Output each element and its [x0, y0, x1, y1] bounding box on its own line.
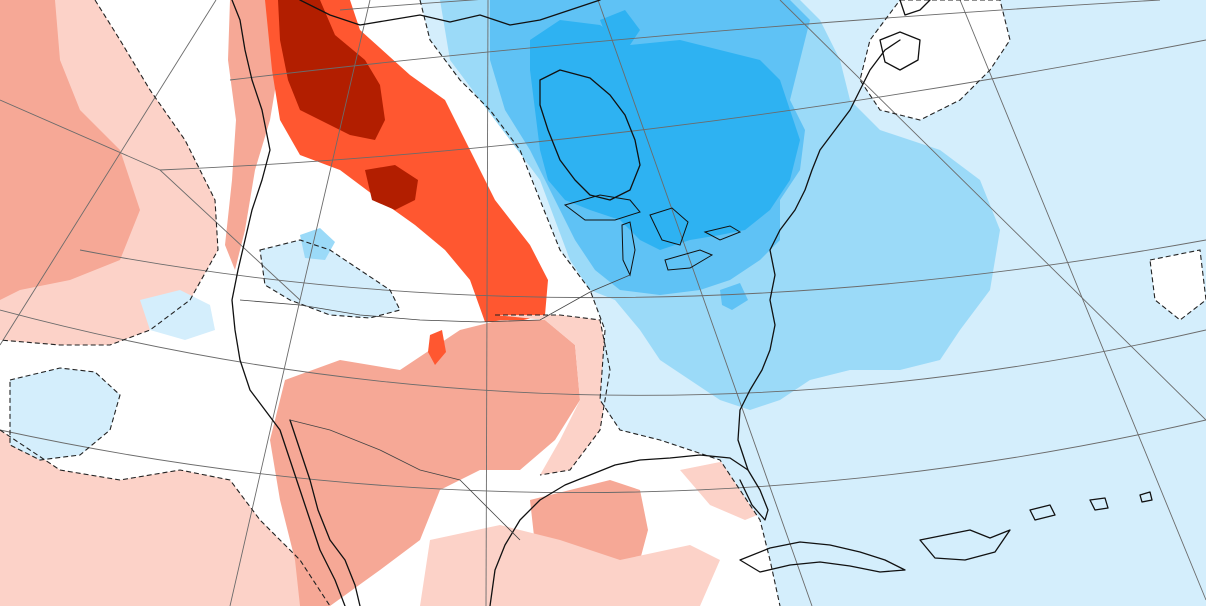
caribbean-islands	[1029, 491, 1153, 521]
pacific-warm-low-region-south	[0, 430, 330, 606]
hispaniola-coastline	[919, 529, 1011, 561]
west-coastline	[231, 0, 346, 606]
mexico-warm-low-region	[420, 525, 720, 606]
zero-contour	[1149, 249, 1206, 321]
graticule-meridian	[0, 0, 217, 346]
lake-michigan	[621, 221, 636, 277]
zero-contour	[0, 429, 331, 606]
lake-huron	[649, 207, 689, 246]
graticule-meridian	[485, 0, 489, 606]
graticule-parallel	[79, 239, 1206, 299]
pacific-cool-pocket	[10, 368, 120, 460]
zero-contour	[495, 314, 611, 476]
zero-contour	[0, 0, 219, 346]
zero-contour	[9, 367, 121, 461]
lake-ontario	[703, 225, 742, 241]
canada-warm-strong-region	[278, 0, 385, 140]
us-mexico-border	[289, 419, 521, 541]
east-coastline	[737, 39, 901, 471]
graticule-meridian	[0, 99, 301, 301]
baja-coastline	[289, 419, 361, 606]
pacific-warm-mid-region	[0, 0, 140, 300]
zero-contour	[859, 0, 1011, 121]
southwest-warm-low-fringe	[495, 315, 610, 475]
graticule-parallel	[0, 419, 1206, 494]
zero-contour	[259, 239, 401, 319]
coast-warm-band	[225, 0, 280, 270]
lake-erie	[664, 249, 714, 271]
graticule-meridian	[597, 0, 813, 606]
atlantic-neutral-pocket-2	[1150, 250, 1206, 320]
pacific-cool-pocket-2	[140, 290, 215, 340]
east-cool-strong-blob	[600, 10, 640, 45]
interior-cool-low-region	[260, 240, 400, 318]
cuba-coastline	[739, 541, 906, 573]
newfoundland-coastline	[879, 31, 921, 71]
zero-contour	[419, 0, 781, 606]
arctic-coastline	[299, 0, 601, 26]
gulf-coastline	[489, 454, 769, 606]
coastlines	[231, 0, 1153, 606]
greenland-edge	[899, 0, 931, 16]
graticule-parallel	[229, 0, 1161, 81]
graticule-meridian	[779, 0, 1206, 421]
carolina-cool-high-blob	[720, 283, 748, 310]
east-cool-strong-region	[530, 20, 800, 250]
small-warm-high-blob	[428, 330, 446, 365]
interior-cool-mid-blob	[300, 228, 335, 260]
great-lakes	[563, 194, 742, 277]
graticule-parallel	[0, 309, 1206, 396]
graticule-parallel	[339, 0, 479, 11]
us-canada-border	[239, 274, 631, 323]
political-borders	[239, 274, 631, 541]
graticule-parallel	[159, 39, 1206, 171]
hudson-bay-coastline	[539, 69, 641, 201]
lake-superior	[563, 194, 641, 221]
canada-warm-strong-blob	[365, 165, 418, 210]
graticule-meridian	[959, 0, 1206, 601]
